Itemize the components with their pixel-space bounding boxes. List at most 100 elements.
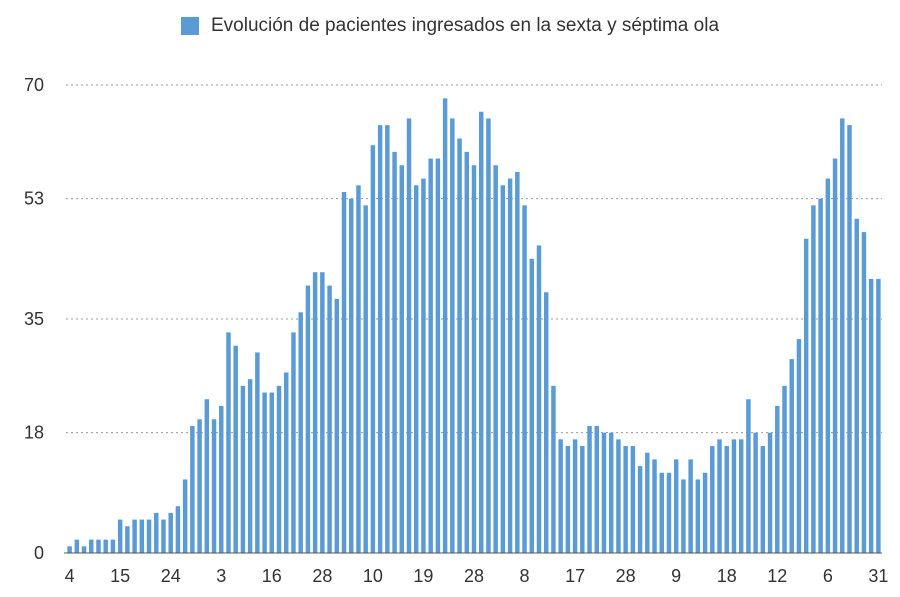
bar (377, 125, 383, 553)
bar (247, 379, 253, 553)
x-tick-label: 18 (717, 566, 737, 586)
bar (854, 218, 859, 553)
bar (435, 158, 441, 554)
bar (630, 446, 636, 553)
bar (269, 392, 275, 553)
bar (493, 165, 498, 553)
bar (349, 198, 354, 553)
bar (305, 285, 311, 553)
bar (608, 432, 614, 553)
bar (580, 446, 585, 553)
bar (197, 419, 202, 553)
bar (471, 165, 477, 553)
bar (464, 151, 470, 553)
bar (334, 298, 340, 553)
bar (623, 446, 628, 553)
x-tick-label: 16 (262, 566, 282, 586)
y-tick-label: 18 (24, 423, 44, 443)
x-tick-label: 17 (565, 566, 585, 586)
bar (356, 185, 361, 554)
bar (515, 171, 520, 553)
bar (688, 459, 693, 553)
y-tick-label: 35 (24, 309, 44, 329)
x-tick-label: 28 (312, 566, 332, 586)
bar (406, 118, 412, 553)
x-tick-label: 24 (161, 566, 181, 586)
bar (226, 332, 231, 553)
bar (385, 125, 390, 553)
x-tick-label: 6 (823, 566, 833, 586)
bar (782, 385, 787, 553)
bar (702, 472, 708, 553)
x-tick-label: 8 (520, 566, 530, 586)
bar (587, 425, 592, 553)
bar (695, 479, 701, 553)
x-tick-label: 28 (464, 566, 484, 586)
bar (601, 432, 607, 553)
bar (154, 512, 159, 553)
bar (110, 539, 116, 553)
x-tick-label: 10 (363, 566, 383, 586)
bar (117, 519, 123, 553)
bar (298, 312, 303, 553)
bar (637, 466, 643, 553)
bar (413, 185, 419, 554)
bar (312, 272, 318, 553)
bar (291, 332, 296, 553)
bar (731, 439, 737, 553)
bar (868, 278, 874, 553)
chart-legend: Evolución de pacientes ingresados en la … (0, 12, 900, 40)
bar (565, 446, 571, 553)
bar (125, 526, 130, 553)
bar (861, 232, 867, 554)
bar (74, 539, 80, 553)
x-tick-label: 28 (616, 566, 636, 586)
bar (168, 512, 173, 553)
bar (753, 432, 758, 553)
y-tick-label: 70 (24, 75, 44, 95)
bar (840, 118, 845, 553)
x-tick-label: 15 (110, 566, 130, 586)
y-tick-label: 53 (24, 189, 44, 209)
y-tick-label: 0 (34, 543, 44, 563)
bar (399, 165, 405, 553)
bar (681, 479, 686, 553)
bar (370, 145, 376, 553)
bar (536, 245, 542, 553)
bar (507, 178, 513, 553)
bar (190, 425, 195, 553)
bar (558, 439, 563, 553)
bar (738, 439, 744, 553)
bar (442, 98, 448, 553)
bar (262, 392, 267, 553)
bar (96, 539, 101, 553)
bar (182, 479, 188, 553)
bar (876, 278, 881, 553)
bar (457, 138, 462, 553)
bar (659, 472, 664, 553)
x-tick-label: 31 (868, 566, 888, 586)
bar (363, 205, 368, 554)
bar (645, 452, 650, 553)
bar (175, 506, 181, 553)
bar (832, 158, 838, 554)
bar (327, 285, 332, 553)
bar (486, 118, 491, 553)
bar (543, 292, 549, 553)
bar (233, 345, 238, 553)
bar (724, 446, 729, 553)
bar (775, 405, 780, 553)
x-tick-label: 3 (216, 566, 226, 586)
bar (616, 439, 621, 553)
bar (594, 425, 599, 553)
bar (847, 125, 852, 553)
bar (450, 118, 455, 553)
bar (673, 459, 679, 553)
bar (276, 385, 282, 553)
bar (717, 439, 722, 553)
bar (796, 339, 802, 553)
bar (551, 385, 556, 553)
bar (255, 352, 260, 553)
bar (572, 439, 578, 553)
